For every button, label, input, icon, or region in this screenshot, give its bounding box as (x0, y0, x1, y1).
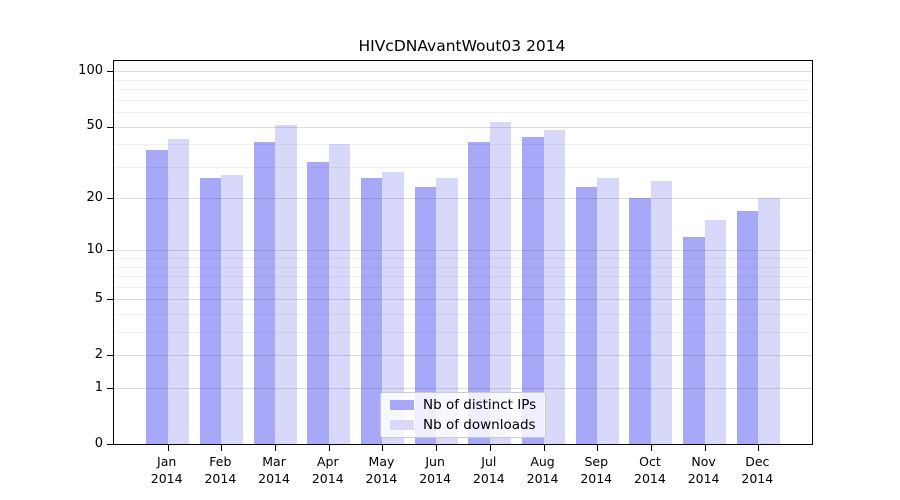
gridline-5 (114, 299, 812, 301)
x-tick-mar (275, 445, 277, 451)
gridline-6 (114, 286, 812, 288)
x-tick-label-dec: Dec 2014 (741, 454, 774, 486)
x-tick-label-jan: Jan 2014 (150, 454, 183, 486)
x-tick-jan (167, 445, 169, 451)
bar-mar-downloads (275, 125, 297, 444)
x-tick-sep (597, 445, 599, 451)
gridline-30 (114, 166, 812, 168)
x-tick-label-aug: Aug 2014 (526, 454, 559, 486)
bar-sep-distinct-ips (575, 187, 598, 444)
y-tick-label-20: 20 (86, 189, 103, 205)
gridline-1 (114, 388, 812, 390)
y-tick-label-0: 0 (94, 435, 103, 451)
bar-sep-downloads (597, 177, 619, 444)
x-tick-label-oct: Oct 2014 (634, 454, 666, 486)
gridline-20 (114, 198, 812, 200)
x-tick-label-jun: Jun 2014 (419, 454, 452, 486)
bar-aug-downloads (543, 129, 566, 444)
x-tick-apr (328, 445, 330, 451)
x-tick-aug (543, 445, 545, 451)
x-tick-label-sep: Sep 2014 (580, 454, 613, 486)
x-tick-label-apr: Apr 2014 (311, 454, 344, 486)
gridline-60 (114, 112, 812, 114)
gridline-4 (114, 314, 812, 316)
plot-area (107, 60, 813, 451)
y-tick-label-50: 50 (86, 118, 103, 134)
bar-feb-distinct-ips (199, 177, 222, 444)
bar-oct-distinct-ips (629, 198, 651, 444)
bar-jun-downloads (436, 177, 458, 444)
bar-nov-downloads (704, 220, 727, 444)
y-tick-label-5: 5 (94, 290, 103, 306)
y-tick-1 (107, 388, 113, 390)
x-tick-jun (436, 445, 438, 451)
x-tick-label-jul: Jul 2014 (472, 454, 505, 486)
x-tick-label-mar: Mar 2014 (258, 454, 290, 486)
bar-mar-distinct-ips (253, 142, 276, 444)
gridline-8 (114, 266, 812, 268)
y-tick-10 (107, 250, 113, 252)
bar-oct-downloads (650, 181, 673, 444)
y-tick-label-1: 1 (94, 379, 103, 395)
bar-jan-distinct-ips (146, 150, 168, 444)
bar-nov-distinct-ips (683, 236, 705, 444)
bar-apr-downloads (328, 144, 351, 444)
bar-may-distinct-ips (360, 177, 383, 444)
gridline-50 (114, 126, 812, 128)
gridline-10 (114, 250, 812, 252)
gridline-40 (114, 144, 812, 146)
bar-jul-downloads (489, 122, 512, 444)
bar-dec-downloads (758, 198, 780, 444)
bar-apr-distinct-ips (307, 161, 329, 444)
gridline-9 (114, 258, 812, 260)
legend-row-downloads: Nb of downloads (381, 417, 545, 433)
legend-row-distinct-ips: Nb of distinct IPs (381, 397, 545, 413)
y-tick-label-2: 2 (94, 346, 103, 362)
gridline-90 (114, 79, 812, 81)
legend-swatch-distinct-ips (390, 400, 414, 410)
bar-jan-downloads (167, 138, 190, 444)
x-tick-label-feb: Feb 2014 (204, 454, 237, 486)
y-tick-50 (107, 126, 113, 128)
legend-swatch-downloads (390, 420, 414, 430)
gridline-3 (114, 332, 812, 334)
x-tick-label-nov: Nov 2014 (687, 454, 720, 486)
bar-aug-distinct-ips (522, 136, 544, 444)
x-tick-label-may: May 2014 (365, 454, 398, 486)
gridline-7 (114, 276, 812, 278)
legend-label-distinct-ips: Nb of distinct IPs (423, 397, 537, 413)
bar-jul-distinct-ips (468, 142, 490, 444)
gridline-80 (114, 89, 812, 91)
bar-feb-downloads (221, 175, 243, 444)
bar-dec-distinct-ips (736, 210, 759, 444)
y-tick-0 (107, 444, 113, 445)
bar-jun-distinct-ips (414, 187, 437, 444)
y-tick-label-10: 10 (86, 241, 103, 257)
legend-label-downloads: Nb of downloads (423, 417, 536, 433)
x-tick-may (382, 445, 384, 451)
bar-may-downloads (382, 172, 404, 444)
y-tick-label-100: 100 (78, 62, 103, 78)
x-tick-jul (489, 445, 491, 451)
gridline-100 (114, 71, 812, 73)
x-tick-oct (650, 445, 652, 451)
legend: Nb of distinct IPs Nb of downloads (380, 392, 546, 438)
y-tick-20 (107, 198, 113, 200)
y-tick-100 (107, 71, 113, 73)
y-tick-5 (107, 299, 113, 301)
chart-title: HIVcDNAvantWout03 2014 (358, 37, 566, 55)
x-tick-nov (704, 445, 706, 451)
y-tick-2 (107, 355, 113, 357)
x-tick-dec (758, 445, 760, 451)
gridline-70 (114, 99, 812, 101)
gridline-2 (114, 355, 812, 357)
x-tick-feb (221, 445, 223, 451)
